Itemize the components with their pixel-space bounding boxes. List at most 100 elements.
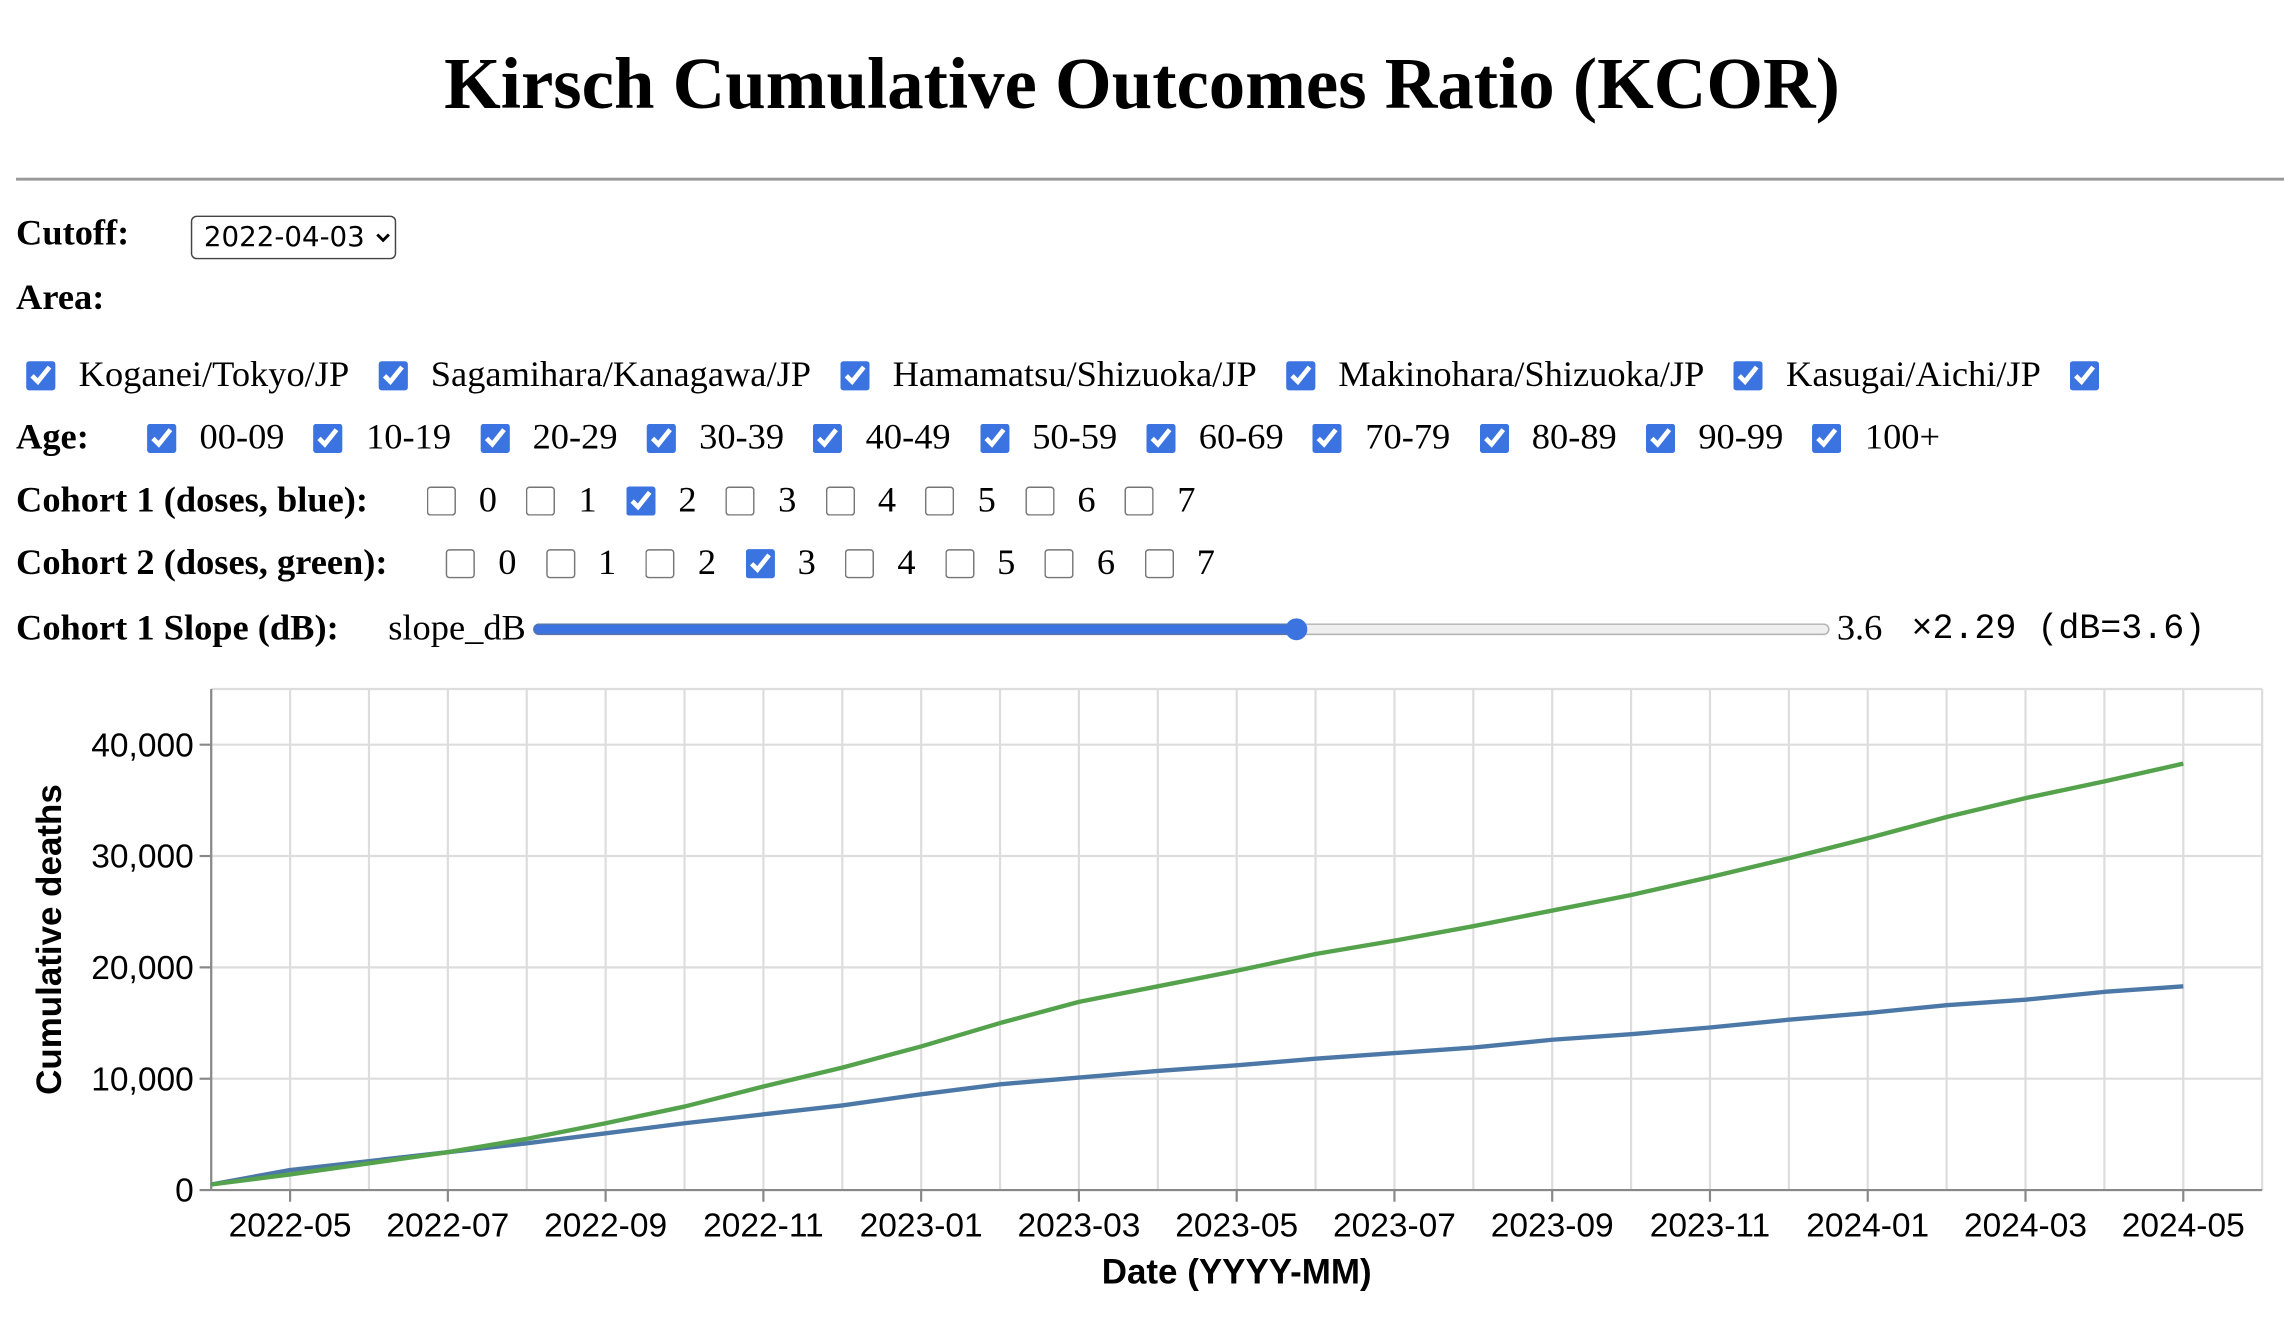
y-tick-label: 10,000 xyxy=(91,1061,193,1098)
option-label: 80-89 xyxy=(1531,418,1617,458)
slope-row: Cohort 1 Slope (dB): slope_dB 3.6 ×2.29 … xyxy=(0,609,2234,650)
checkbox[interactable] xyxy=(825,486,855,516)
option-label: 100+ xyxy=(1864,418,1941,458)
option: 00-09 xyxy=(147,418,314,459)
checkbox[interactable] xyxy=(378,361,408,391)
option: Makinohara/Shizuoka/JP xyxy=(1285,355,1734,396)
page-title: Kirsch Cumulative Outcomes Ratio (KCOR) xyxy=(444,42,1840,124)
option: 50-59 xyxy=(979,418,1147,459)
checkbox[interactable] xyxy=(1044,549,1074,579)
option-label: 6 xyxy=(1077,480,1096,521)
checkbox[interactable] xyxy=(426,486,456,516)
option: 3 xyxy=(725,481,826,522)
checkbox[interactable] xyxy=(1144,549,1174,579)
checkbox[interactable] xyxy=(979,423,1009,454)
checkbox[interactable] xyxy=(1024,486,1055,516)
x-tick-label: 2023-09 xyxy=(1491,1208,1614,1245)
x-tick-label: 2022-05 xyxy=(229,1208,352,1245)
checkbox[interactable] xyxy=(1146,423,1176,454)
option-label: 50-59 xyxy=(1032,418,1118,458)
option: 5 xyxy=(944,543,1045,584)
area-label: Area: xyxy=(16,278,105,318)
option: 6 xyxy=(1044,543,1144,584)
checkbox[interactable] xyxy=(1124,486,1154,516)
option: 3 xyxy=(745,543,845,584)
checkbox[interactable] xyxy=(645,549,675,579)
option-label: 70-79 xyxy=(1365,418,1451,458)
option-label: 7 xyxy=(1177,480,1196,521)
checkbox[interactable] xyxy=(1285,361,1315,391)
checkbox[interactable] xyxy=(725,486,755,516)
option: 0 xyxy=(426,481,526,522)
cutoff-select[interactable]: 2022-04-03 xyxy=(190,215,397,260)
slope-value: 3.6 xyxy=(1836,608,1883,649)
checkbox[interactable] xyxy=(147,423,177,454)
checkbox[interactable] xyxy=(925,486,955,516)
option-label: 10-19 xyxy=(366,418,452,458)
checkbox[interactable] xyxy=(545,549,575,579)
checkbox[interactable] xyxy=(2070,361,2100,391)
option: 30-39 xyxy=(646,418,814,459)
option-label: 20-29 xyxy=(532,418,618,458)
x-axis-title: Date (YYYY-MM) xyxy=(1102,1252,1372,1291)
x-tick-label: 2024-01 xyxy=(1806,1208,1929,1245)
option-label: 7 xyxy=(1196,543,1215,583)
option: 20-29 xyxy=(480,418,647,459)
option: 4 xyxy=(825,481,925,522)
option: 70-79 xyxy=(1312,418,1480,459)
checkbox[interactable] xyxy=(745,549,775,579)
x-tick-label: 2022-11 xyxy=(703,1208,823,1245)
option-label: 4 xyxy=(877,480,897,521)
y-tick-label: 40,000 xyxy=(91,727,193,764)
checkbox[interactable] xyxy=(646,423,676,454)
option: 40-49 xyxy=(813,418,980,459)
checkbox[interactable] xyxy=(944,549,974,579)
checkbox[interactable] xyxy=(445,549,475,579)
option-label: 1 xyxy=(598,543,617,583)
checkbox[interactable] xyxy=(625,486,656,516)
option: 5 xyxy=(925,481,1025,522)
option: 100+ xyxy=(1812,418,1969,459)
checkbox[interactable] xyxy=(1312,423,1342,454)
option: Koganei/Tokyo/JP xyxy=(26,355,378,396)
checkbox[interactable] xyxy=(840,361,870,391)
y-tick-label: 0 xyxy=(175,1173,194,1210)
x-tick-label: 2023-01 xyxy=(860,1208,983,1245)
age-row: Age: 00-09 10-19 20-29 30-39 40-49 50-59 60-69… xyxy=(0,418,1969,459)
chart: Cumulative deaths Date (YYYY-MM) 0 10,000… xyxy=(30,687,2264,1291)
checkbox[interactable] xyxy=(313,423,343,454)
cohort2-label: Cohort 2 (doses, green): xyxy=(16,543,388,583)
slope-slider[interactable] xyxy=(531,611,1831,647)
slope-label: Cohort 1 Slope (dB): xyxy=(16,608,339,649)
option-label: 5 xyxy=(997,543,1016,583)
checkbox[interactable] xyxy=(1812,423,1842,454)
option: 7 xyxy=(1144,543,1244,584)
cohort2-options: 0 1 2 3 4 5 6 7 xyxy=(445,543,1244,584)
cohort1-row: Cohort 1 (doses, blue): 0 1 2 3 4 5 6 7 xyxy=(0,481,1225,522)
option-label: 0 xyxy=(478,480,497,521)
x-tick-label: 2024-05 xyxy=(2122,1208,2245,1245)
checkbox[interactable] xyxy=(1479,423,1509,454)
option-label: Koganei/Tokyo/JP xyxy=(78,355,350,395)
option-label: Hamamatsu/Shizuoka/JP xyxy=(892,355,1257,395)
option-label: 40-49 xyxy=(865,418,951,458)
checkbox[interactable] xyxy=(1733,361,1763,391)
option: 2 xyxy=(645,543,745,584)
slope-name: slope_dB xyxy=(388,608,526,649)
checkbox[interactable] xyxy=(1645,423,1676,454)
option: 4 xyxy=(844,543,945,584)
option-label: 3 xyxy=(797,543,816,583)
y-tick-label: 30,000 xyxy=(91,839,193,876)
checkbox[interactable] xyxy=(844,549,875,579)
option-label: 60-69 xyxy=(1198,418,1284,458)
checkbox[interactable] xyxy=(26,361,56,391)
x-tick-label: 2023-11 xyxy=(1650,1208,1770,1245)
option: 2 xyxy=(625,481,726,522)
checkbox[interactable] xyxy=(813,423,843,454)
checkbox[interactable] xyxy=(480,423,510,454)
option-label: 90-99 xyxy=(1698,418,1784,458)
option: 60-69 xyxy=(1146,418,1313,459)
checkbox[interactable] xyxy=(526,486,556,516)
slope-readout: ×2.29 (dB=3.6) xyxy=(1911,609,2206,649)
